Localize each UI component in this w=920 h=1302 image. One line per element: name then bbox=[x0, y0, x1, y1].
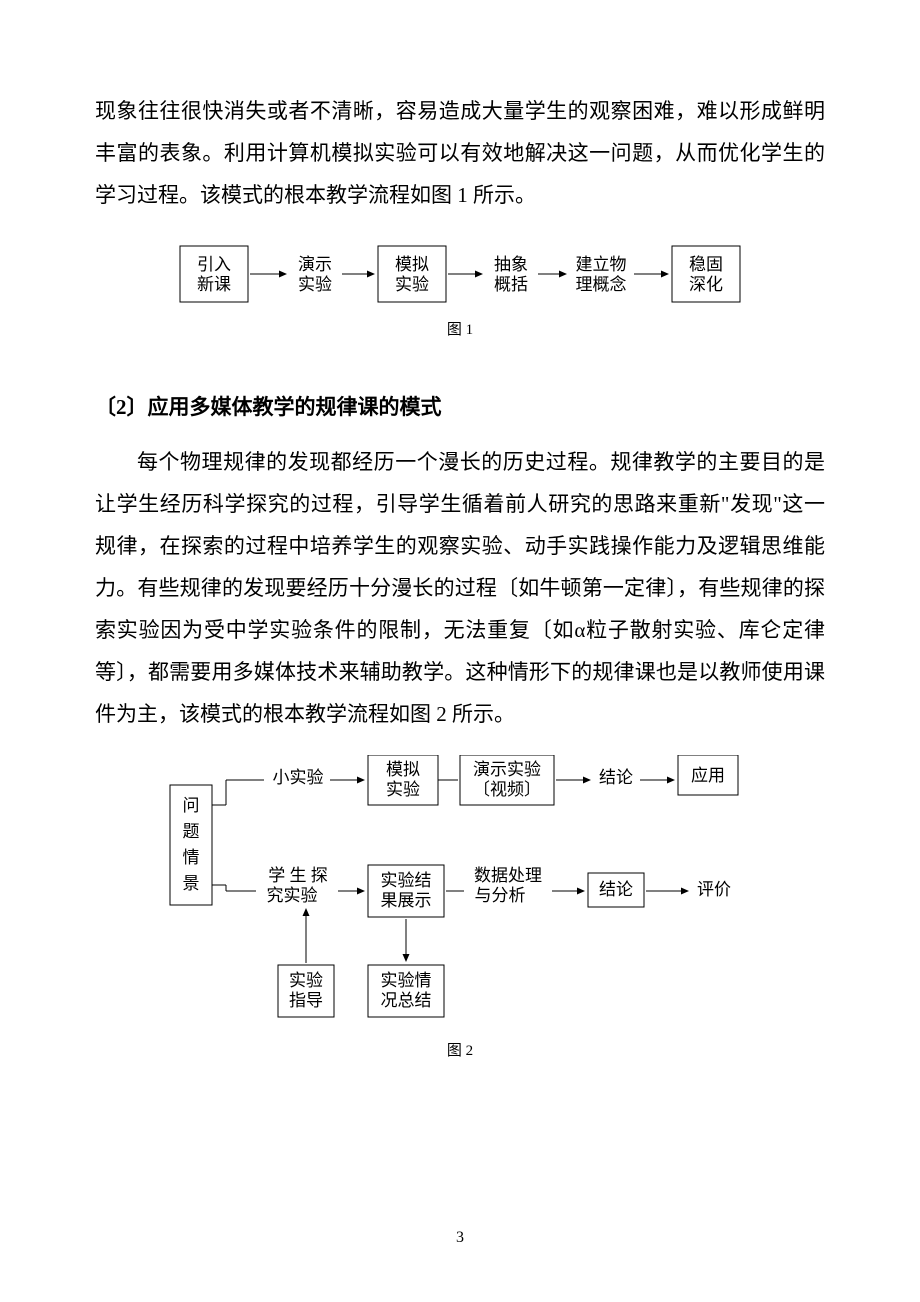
svg-text:建立物: 建立物 bbox=[576, 255, 627, 274]
svg-text:究实验: 究实验 bbox=[267, 886, 318, 905]
svg-text:演示实验: 演示实验 bbox=[473, 760, 541, 779]
svg-text:实验结: 实验结 bbox=[381, 871, 432, 890]
svg-text:况总结: 况总结 bbox=[381, 991, 432, 1010]
svg-text:新课: 新课 bbox=[197, 275, 231, 294]
figure-2-flowchart: 问题情景小实验模拟实验演示实验〔视频〕结论应用学 生 探究实验实验结果展示数据处… bbox=[150, 755, 770, 1065]
svg-text:理概念: 理概念 bbox=[576, 274, 627, 294]
svg-text:与分析: 与分析 bbox=[475, 886, 526, 905]
svg-text:情: 情 bbox=[183, 848, 200, 867]
svg-text:评价: 评价 bbox=[697, 880, 731, 899]
svg-text:实验情: 实验情 bbox=[381, 971, 432, 990]
svg-text:数据处理: 数据处理 bbox=[474, 866, 542, 885]
paragraph-2: 每个物理规律的发现都经历一个漫长的历史过程。规律教学的主要目的是让学生经历科学探… bbox=[95, 441, 825, 735]
svg-text:问: 问 bbox=[183, 796, 200, 815]
svg-text:深化: 深化 bbox=[689, 275, 723, 294]
svg-text:概括: 概括 bbox=[494, 275, 528, 294]
svg-text:实验: 实验 bbox=[289, 971, 323, 990]
paragraph-1: 现象往往很快消失或者不清晰，容易造成大量学生的观察困难，难以形成鲜明丰富的表象。… bbox=[95, 90, 825, 216]
svg-text:果展示: 果展示 bbox=[381, 891, 432, 910]
svg-text:实验: 实验 bbox=[386, 780, 420, 799]
figure-1-caption: 图 1 bbox=[447, 321, 473, 338]
svg-text:小实验: 小实验 bbox=[273, 768, 324, 787]
figure-1-flowchart: 引入新课演示实验模拟实验抽象概括建立物理概念稳固深化 图 1 bbox=[160, 236, 760, 341]
svg-text:结论: 结论 bbox=[599, 768, 633, 787]
svg-text:模拟: 模拟 bbox=[395, 255, 429, 274]
section-heading-2: 〔2〕应用多媒体教学的规律课的模式 bbox=[95, 391, 825, 421]
svg-text:应用: 应用 bbox=[691, 766, 725, 785]
figure-2-caption: 图 2 bbox=[447, 1042, 473, 1059]
svg-text:〔视频〕: 〔视频〕 bbox=[473, 780, 541, 799]
svg-text:稳固: 稳固 bbox=[689, 255, 723, 274]
svg-text:结论: 结论 bbox=[599, 880, 633, 899]
page-number: 3 bbox=[0, 1229, 920, 1247]
svg-text:指导: 指导 bbox=[289, 991, 323, 1010]
svg-text:景: 景 bbox=[183, 874, 200, 893]
svg-text:题: 题 bbox=[183, 822, 200, 841]
svg-text:引入: 引入 bbox=[197, 255, 231, 274]
svg-text:实验: 实验 bbox=[298, 275, 332, 294]
svg-text:学 生 探: 学 生 探 bbox=[268, 866, 328, 885]
svg-text:实验: 实验 bbox=[395, 275, 429, 294]
svg-text:抽象: 抽象 bbox=[494, 255, 528, 274]
svg-text:演示: 演示 bbox=[298, 255, 332, 274]
svg-text:模拟: 模拟 bbox=[386, 760, 420, 779]
